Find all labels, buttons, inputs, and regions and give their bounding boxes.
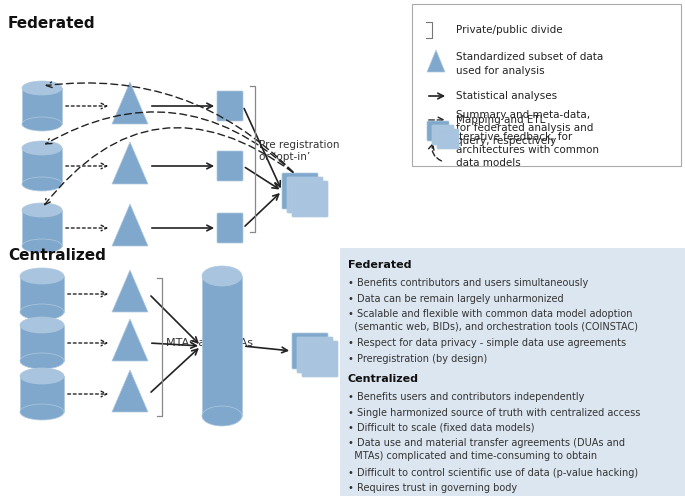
Ellipse shape bbox=[22, 203, 62, 217]
Text: • Benefits contributors and users simultaneously: • Benefits contributors and users simult… bbox=[348, 278, 588, 288]
Ellipse shape bbox=[20, 368, 64, 384]
FancyBboxPatch shape bbox=[297, 337, 333, 373]
Ellipse shape bbox=[20, 317, 64, 333]
Text: • Scalable and flexible with common data model adoption
  (semantic web, BIDs), : • Scalable and flexible with common data… bbox=[348, 309, 638, 332]
Polygon shape bbox=[427, 50, 445, 72]
Text: Federated: Federated bbox=[348, 260, 412, 270]
Text: • Difficult to scale (fixed data models): • Difficult to scale (fixed data models) bbox=[348, 423, 534, 433]
Polygon shape bbox=[20, 376, 64, 412]
Text: MTAs and DUAs: MTAs and DUAs bbox=[166, 338, 253, 348]
Ellipse shape bbox=[202, 266, 242, 286]
FancyBboxPatch shape bbox=[432, 125, 454, 145]
FancyBboxPatch shape bbox=[217, 91, 243, 121]
Text: Iterative feedback, for
architectures with common
data models: Iterative feedback, for architectures wi… bbox=[456, 132, 599, 168]
Text: • Data can be remain largely unharmonized: • Data can be remain largely unharmonize… bbox=[348, 294, 564, 304]
Polygon shape bbox=[112, 370, 148, 412]
Ellipse shape bbox=[202, 406, 242, 426]
Text: Pre registration
or ‘opt-in’: Pre registration or ‘opt-in’ bbox=[259, 140, 340, 162]
Text: Private/public divide: Private/public divide bbox=[456, 25, 562, 35]
Text: Summary and meta-data,
for federated analysis and
query, respectively: Summary and meta-data, for federated ana… bbox=[456, 110, 593, 146]
Text: • Single harmonized source of truth with centralized access: • Single harmonized source of truth with… bbox=[348, 408, 640, 418]
Text: • Difficult to control scientific use of data (p-value hacking): • Difficult to control scientific use of… bbox=[348, 468, 638, 478]
FancyBboxPatch shape bbox=[340, 248, 685, 496]
Ellipse shape bbox=[20, 404, 64, 420]
FancyBboxPatch shape bbox=[287, 177, 323, 213]
Polygon shape bbox=[112, 142, 148, 184]
FancyBboxPatch shape bbox=[292, 181, 328, 217]
Polygon shape bbox=[112, 270, 148, 312]
Polygon shape bbox=[20, 325, 64, 361]
Ellipse shape bbox=[22, 177, 62, 191]
Text: Federated: Federated bbox=[8, 16, 96, 31]
FancyBboxPatch shape bbox=[217, 151, 243, 181]
Text: Centralized: Centralized bbox=[8, 248, 106, 263]
Polygon shape bbox=[202, 276, 242, 416]
Polygon shape bbox=[112, 82, 148, 124]
Text: • Respect for data privacy - simple data use agreements: • Respect for data privacy - simple data… bbox=[348, 338, 626, 348]
Polygon shape bbox=[112, 204, 148, 246]
Polygon shape bbox=[22, 148, 62, 184]
Ellipse shape bbox=[22, 81, 62, 95]
Ellipse shape bbox=[22, 117, 62, 131]
FancyBboxPatch shape bbox=[292, 333, 328, 369]
FancyBboxPatch shape bbox=[437, 129, 459, 149]
Text: Centralized: Centralized bbox=[348, 374, 419, 384]
Text: • Preregistration (by design): • Preregistration (by design) bbox=[348, 354, 487, 364]
Ellipse shape bbox=[20, 353, 64, 369]
Text: Statistical analyses: Statistical analyses bbox=[456, 91, 557, 101]
Text: • Benefits users and contributors independently: • Benefits users and contributors indepe… bbox=[348, 392, 584, 402]
Ellipse shape bbox=[20, 268, 64, 284]
Text: • Requires trust in governing body: • Requires trust in governing body bbox=[348, 483, 517, 493]
Text: • Data use and material transfer agreements (DUAs and
  MTAs) complicated and ti: • Data use and material transfer agreeme… bbox=[348, 438, 625, 461]
Polygon shape bbox=[20, 276, 64, 312]
Ellipse shape bbox=[22, 141, 62, 155]
Polygon shape bbox=[22, 210, 62, 246]
FancyBboxPatch shape bbox=[412, 4, 681, 166]
Text: Mapping and ETL: Mapping and ETL bbox=[456, 115, 545, 125]
FancyBboxPatch shape bbox=[217, 213, 243, 243]
FancyBboxPatch shape bbox=[282, 173, 318, 209]
Polygon shape bbox=[22, 88, 62, 124]
Ellipse shape bbox=[22, 239, 62, 253]
Polygon shape bbox=[112, 319, 148, 361]
Ellipse shape bbox=[20, 304, 64, 320]
FancyBboxPatch shape bbox=[302, 341, 338, 377]
Text: Standardized subset of data
used for analysis: Standardized subset of data used for ana… bbox=[456, 53, 603, 75]
FancyBboxPatch shape bbox=[427, 121, 449, 141]
